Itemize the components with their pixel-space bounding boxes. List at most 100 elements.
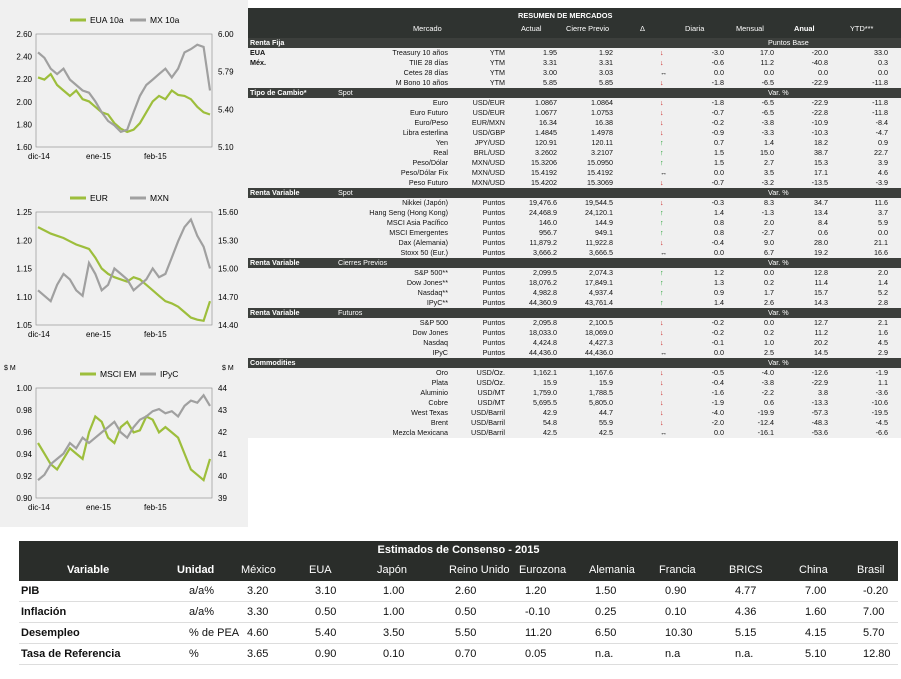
legend-label: MXN [150,193,169,203]
row-ytd: -6.6 [875,428,888,437]
row-annual: 11.2 [814,328,828,337]
section-name: Tipo de Cambio* [250,88,307,97]
table-row: Cobre USD/MT 5,695.5 5,805.0 ↓ -1.9 0.6 -13.3 -1… [248,398,901,408]
row-annual: 8.4 [818,218,828,227]
consensus-cell: 0.10 [665,606,687,618]
row-delta-icon: ↑ [660,228,664,237]
row-prev: 44,436.0 [585,348,613,357]
row-unit: MXN/USD [471,168,505,177]
consensus-col-header: Variable [67,564,110,576]
row-prev: 1,167.6 [589,368,613,377]
row-unit: MXN/USD [471,158,505,167]
section-unit: Var. % [768,358,789,367]
consensus-cell: 6.50 [595,627,617,639]
consensus-row-label: Inflación [21,606,67,618]
row-name: M Bono 10 años [395,78,448,87]
section-header: Commodities Var. % [248,358,901,368]
row-unit: Puntos [482,268,505,277]
y-tick-right: 5.10 [218,143,234,152]
row-actual: 146.0 [539,218,557,227]
row-ytd: -19.5 [871,408,888,417]
row-actual: 3,666.2 [533,248,557,257]
row-monthly: -3.8 [761,118,774,127]
row-prev: 3.31 [599,58,613,67]
consensus-row-label: PIB [21,585,40,597]
row-unit: Puntos [482,348,505,357]
row-name: Brent [430,418,448,427]
table-row: Nasdaq Puntos 4,424.8 4,427.3 ↓ -0.1 1.0 20.2 4.… [248,338,901,348]
row-unit: Puntos [482,338,505,347]
unit-right: $ M [222,365,234,372]
row-monthly: 2.6 [764,298,774,307]
row-unit: Puntos [482,238,505,247]
row-monthly: 2.7 [764,158,774,167]
row-annual: 0.0 [818,68,828,77]
row-prev: 120.11 [591,138,613,147]
row-actual: 120.91 [535,138,557,147]
row-name: TIIE 28 días [409,58,448,67]
col-anual: Anual [794,24,815,33]
consensus-cell: 0.05 [525,648,547,660]
consensus-col-header: Brasil [857,564,885,576]
table-row: Plata USD/Oz. 15.9 15.9 ↓ -0.4 -3.8 -22.9 1.1 [248,378,901,388]
row-prev: 2,100.5 [589,318,613,327]
row-name: Peso/Dólar [412,158,448,167]
consensus-row: Desempleo % de PEA 4.60 5.40 3.50 5.50 11.20 6.… [19,623,898,644]
row-delta-icon: ↓ [660,58,664,67]
row-prev: 1.0864 [591,98,613,107]
row-ytd: -4.5 [875,418,888,427]
row-annual: -10.3 [811,128,828,137]
row-delta-icon: ↑ [660,208,664,217]
row-daily: 1.4 [714,208,724,217]
row-actual: 1.0867 [535,98,557,107]
row-unit: YTM [489,68,505,77]
y-tick-left: 1.80 [16,120,32,129]
y-tick-left: 1.05 [16,321,32,330]
consensus-header: Variable Unidad México EUA Japón Reino Unido E… [19,559,898,581]
row-prev: 3.03 [599,68,613,77]
row-prev: 5,805.0 [589,398,613,407]
row-annual: 28.0 [814,238,828,247]
row-prev: 42.5 [599,428,613,437]
table-row: IPyC** Puntos 44,360.9 43,761.4 ↑ 1.4 2.6 14.3 2… [248,298,901,308]
legend-label: EUR [90,193,108,203]
consensus-cell: 1.00 [383,585,405,597]
row-ytd: -4.7 [875,128,888,137]
row-prev: 19,544.5 [585,198,613,207]
row-monthly: -3.8 [761,378,774,387]
row-unit: MXN/USD [471,178,505,187]
row-prev: 16.38 [595,118,613,127]
table-row: Hang Seng (Hong Kong) Puntos 24,468.9 24,12… [248,208,901,218]
row-annual: 15.3 [814,158,828,167]
row-prev: 17,849.1 [585,278,613,287]
chart-fx: EUR MXN 1.25 1.20 1.15 1.10 1.05 15.60 15.30 15.0… [0,178,248,353]
row-ytd: -8.4 [875,118,888,127]
row-actual: 16.34 [539,118,557,127]
row-name: Stoxx 50 (Eur.) [400,248,448,257]
row-daily: 0.0 [714,168,724,177]
row-monthly: -19.9 [757,408,774,417]
y-tick-right: 15.60 [218,208,239,217]
row-prev: 4,427.3 [589,338,613,347]
row-daily: 0.0 [714,428,724,437]
row-ytd: -10.6 [871,398,888,407]
section-unit: Var. % [768,88,789,97]
row-prev: 1.0753 [591,108,613,117]
consensus-cell: % de PEA [189,627,240,639]
row-annual: -22.9 [811,98,828,107]
y-tick-left: 1.25 [16,208,32,217]
y-tick-left: 2.20 [16,75,32,84]
row-daily: 0.8 [714,218,724,227]
consensus-cell: 4.36 [735,606,757,618]
row-prev: 949.1 [595,228,613,237]
row-monthly: -4.0 [761,368,774,377]
row-delta-icon: ↔ [660,348,668,357]
row-prev: 11,922.8 [585,238,613,247]
row-actual: 3.2602 [535,148,557,157]
row-prev: 44.7 [599,408,613,417]
table-row: Real BRL/USD 3.2602 3.2107 ↑ 1.5 15.0 38.7 22.7 [248,148,901,158]
col-diaria: Diaria [685,24,705,33]
col-mensual: Mensual [736,24,764,33]
plot-area [35,387,213,499]
section-header: Renta Variable Futuros Var. % [248,308,901,318]
